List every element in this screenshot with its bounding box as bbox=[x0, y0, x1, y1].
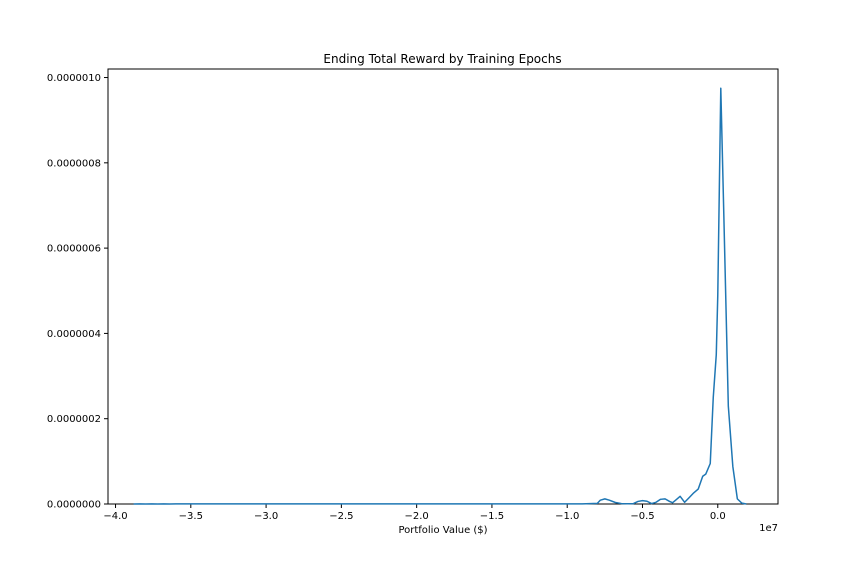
x-axis-offset-text: 1e7 bbox=[759, 523, 778, 534]
y-tick-label: 0.0000000 bbox=[47, 500, 101, 511]
x-tick-label: −2.5 bbox=[329, 511, 353, 522]
x-tick-label: 0.0 bbox=[710, 511, 726, 522]
y-tick-label: 0.0000008 bbox=[47, 158, 101, 169]
y-tick-label: 0.0000010 bbox=[47, 73, 101, 84]
series-layer bbox=[133, 87, 747, 505]
x-tick-label: −1.0 bbox=[555, 511, 579, 522]
series-line bbox=[133, 87, 747, 505]
plot-area bbox=[107, 68, 779, 505]
x-tick-label: −4.0 bbox=[103, 511, 127, 522]
y-tick-label: 0.0000006 bbox=[47, 244, 101, 255]
x-axis-label: Portfolio Value ($) bbox=[398, 525, 487, 536]
y-tick-label: 0.0000002 bbox=[47, 414, 101, 425]
x-axis-ticks: −4.0 −3.5 −3.0 −2.5 −2.0 −1.5 −1.0 −0.5 0.0 bbox=[103, 504, 726, 522]
x-tick-label: −3.0 bbox=[254, 511, 278, 522]
chart-title: Ending Total Reward by Training Epochs bbox=[323, 52, 561, 66]
x-tick-label: −0.5 bbox=[630, 511, 654, 522]
x-tick-label: −3.5 bbox=[179, 511, 203, 522]
x-tick-label: −2.0 bbox=[405, 511, 429, 522]
y-axis-ticks: 0.0000000 0.0000002 0.0000004 0.0000006 0.00… bbox=[47, 73, 108, 511]
y-tick-label: 0.0000004 bbox=[47, 329, 101, 340]
x-tick-label: −1.5 bbox=[480, 511, 504, 522]
